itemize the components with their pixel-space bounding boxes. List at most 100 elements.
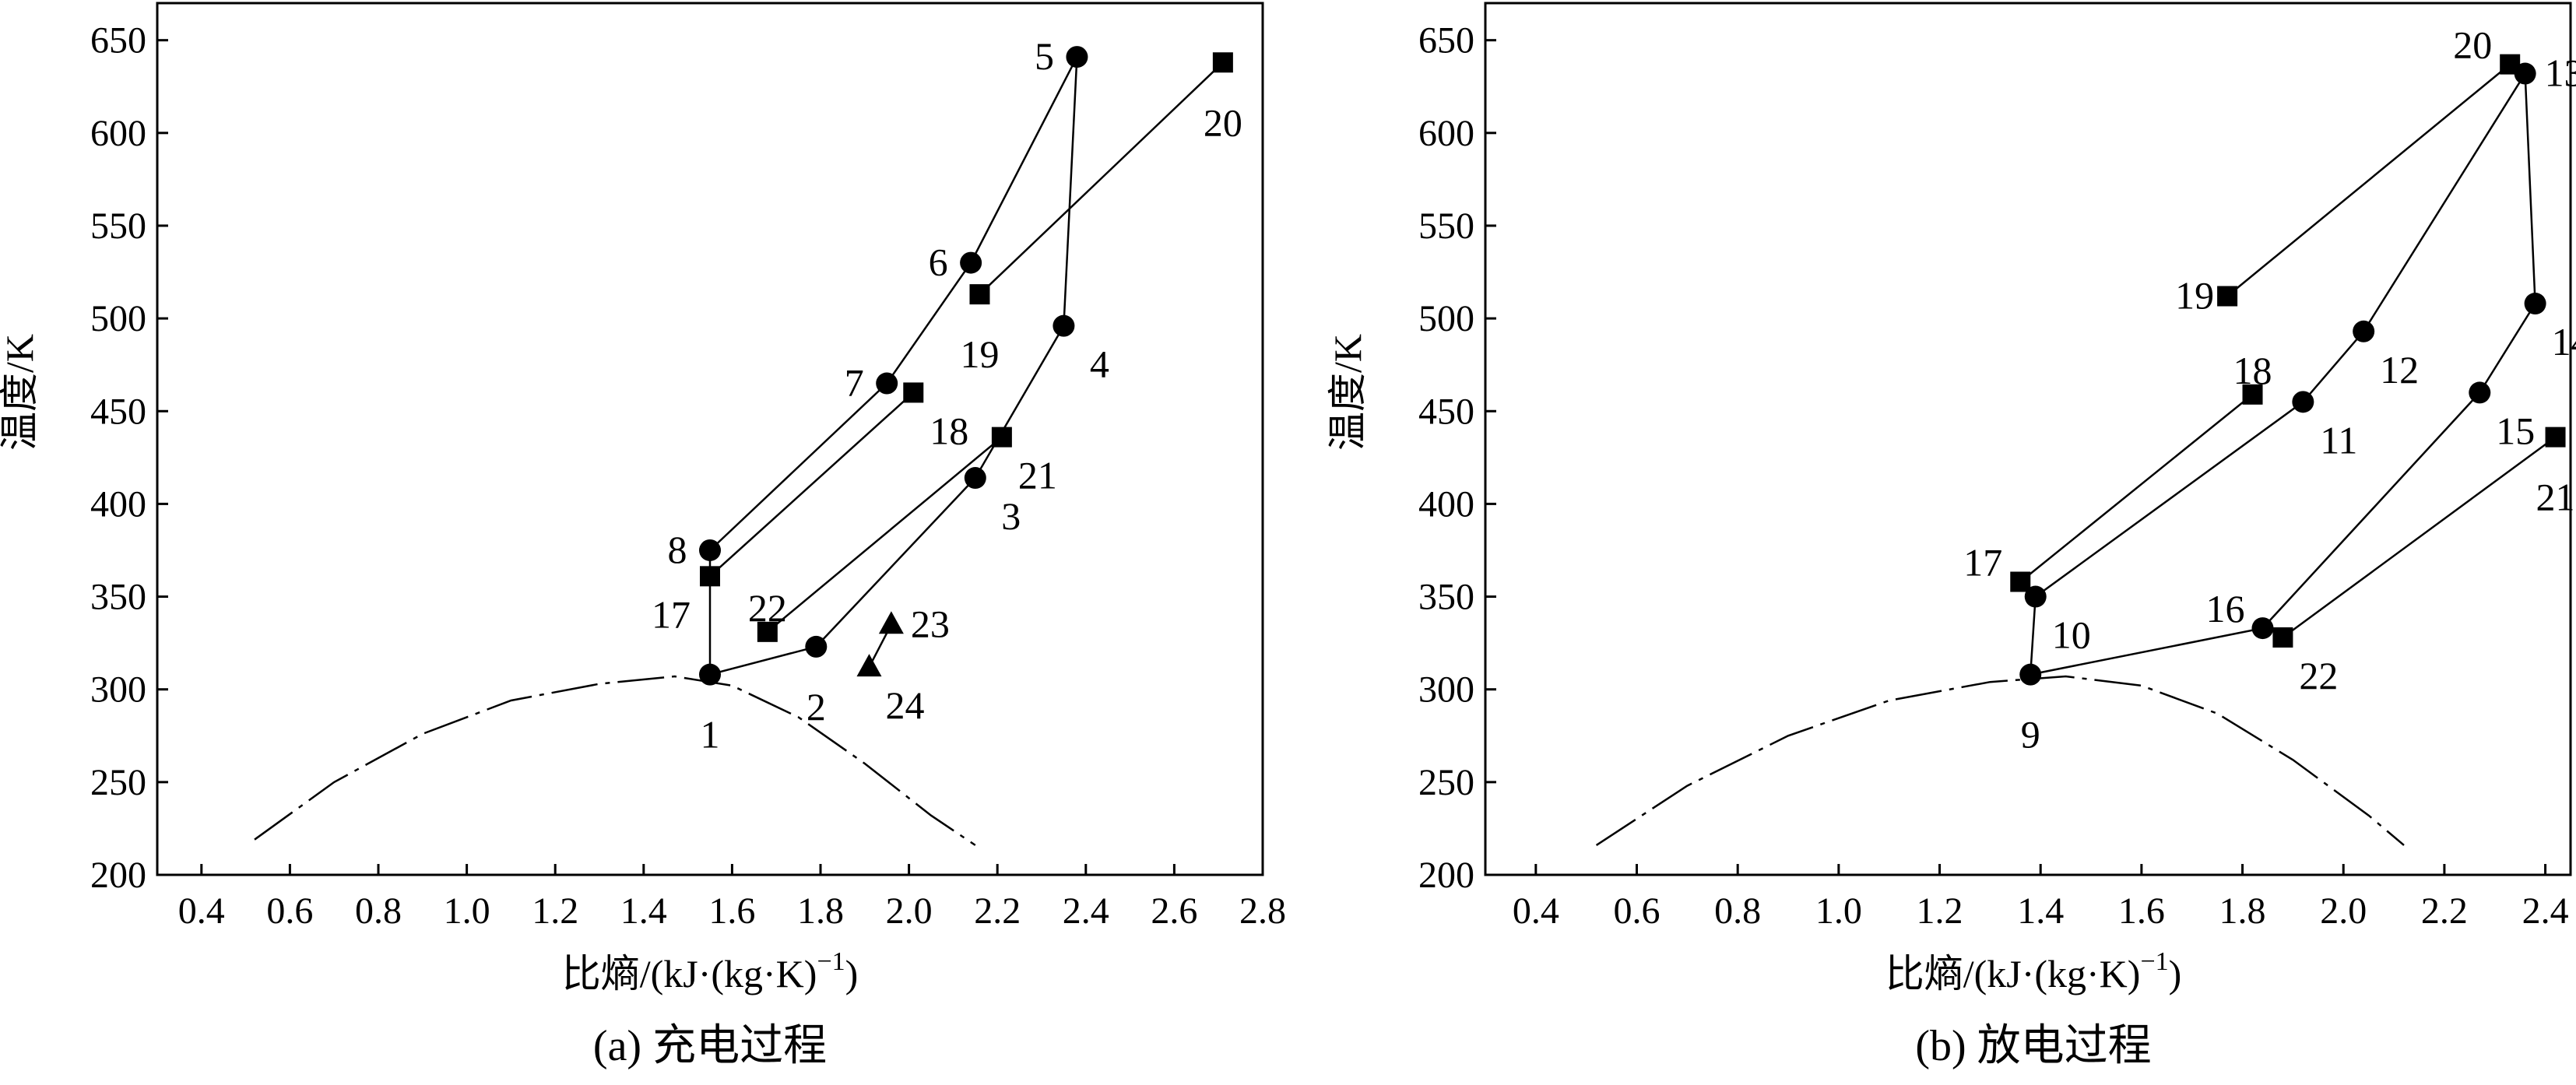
point-label-21: 21 bbox=[2536, 476, 2575, 519]
point-label-24: 24 bbox=[885, 683, 924, 727]
point-marker-22 bbox=[2272, 627, 2293, 648]
x-tick-label: 0.8 bbox=[355, 890, 402, 932]
x-tick-label: 2.6 bbox=[1151, 890, 1197, 932]
y-tick-label: 350 bbox=[90, 577, 146, 618]
x-axis-title: 比熵/(kJ·(kg·K)−1) bbox=[1885, 947, 2182, 995]
point-label-17: 17 bbox=[1963, 540, 2002, 584]
point-label-20: 20 bbox=[2453, 23, 2492, 67]
y-tick-label: 300 bbox=[1418, 669, 1474, 711]
x-axis-title-sup: −1 bbox=[2140, 947, 2168, 976]
point-label-6: 6 bbox=[929, 241, 948, 284]
x-tick-label: 1.6 bbox=[2118, 890, 2165, 932]
point-label-10: 10 bbox=[2052, 613, 2091, 657]
y-tick-label: 400 bbox=[90, 483, 146, 525]
y-tick-label: 550 bbox=[1418, 205, 1474, 247]
point-label-18: 18 bbox=[2233, 349, 2272, 392]
x-tick-label: 2.4 bbox=[2522, 890, 2569, 932]
x-tick-label: 1.2 bbox=[532, 890, 578, 932]
x-tick-label: 1.8 bbox=[2219, 890, 2266, 932]
point-marker-19 bbox=[969, 284, 990, 305]
chart-panel-a: 0.4 0.6 0.8 1.0 1.2 1.4 1.6 1.8 2.0 2.2 2.4 2.6 2.8 2… bbox=[0, 2, 1286, 1070]
y-tick-label: 600 bbox=[1418, 113, 1474, 154]
point-label-21: 21 bbox=[1018, 454, 1057, 497]
series-line bbox=[2282, 436, 2557, 639]
series-line bbox=[709, 392, 915, 578]
x-tick-label: 2.0 bbox=[2320, 890, 2367, 932]
series-line bbox=[979, 61, 1224, 296]
point-marker-15 bbox=[2469, 381, 2491, 404]
y-tick-label: 350 bbox=[1418, 577, 1474, 618]
point-label-1: 1 bbox=[701, 713, 720, 757]
y-tick-label: 450 bbox=[90, 391, 146, 432]
point-label-3: 3 bbox=[1001, 494, 1021, 538]
x-tick-label: 0.6 bbox=[266, 890, 313, 932]
x-axis-title-main: 比熵/(kJ·(kg·K) bbox=[562, 952, 817, 995]
point-marker-18 bbox=[903, 382, 924, 403]
x-tick-label: 2.0 bbox=[886, 890, 933, 932]
y-tick-label: 650 bbox=[1418, 20, 1474, 61]
point-marker-21 bbox=[991, 427, 1012, 448]
point-marker-9 bbox=[2019, 663, 2042, 686]
x-tick-label: 1.8 bbox=[797, 890, 844, 932]
point-label-16: 16 bbox=[2205, 587, 2244, 630]
y-tick-label: 550 bbox=[90, 205, 146, 247]
series-line bbox=[708, 56, 1078, 676]
x-axis-title-end: ) bbox=[845, 952, 859, 995]
point-label-13: 13 bbox=[2545, 51, 2576, 95]
point-marker-17 bbox=[2010, 571, 2031, 592]
point-label-17: 17 bbox=[652, 592, 691, 636]
point-label-20: 20 bbox=[1204, 100, 1242, 144]
point-label-8: 8 bbox=[668, 528, 687, 571]
y-tick-label: 450 bbox=[1418, 391, 1474, 432]
x-tick-label: 2.8 bbox=[1239, 890, 1286, 932]
y-tick-label: 500 bbox=[1418, 298, 1474, 339]
x-tick-label: 1.0 bbox=[1815, 890, 1862, 932]
point-marker-7 bbox=[876, 372, 898, 395]
point-marker-1 bbox=[699, 663, 721, 686]
x-tick-label: 2.4 bbox=[1063, 890, 1109, 932]
series-line bbox=[2226, 63, 2511, 297]
point-label-23: 23 bbox=[911, 602, 950, 645]
x-tick-label: 2.2 bbox=[2421, 890, 2468, 932]
y-tick-label: 300 bbox=[90, 669, 146, 711]
point-label-15: 15 bbox=[2496, 409, 2535, 452]
chart-panel-b: 0.4 0.6 0.8 1.0 1.2 1.4 1.6 1.8 2.0 2.2 2.4 200 250 3… bbox=[1326, 2, 2576, 1070]
y-tick-label: 200 bbox=[90, 855, 146, 896]
series-line bbox=[2029, 70, 2536, 676]
y-tick-label: 250 bbox=[1418, 762, 1474, 803]
point-label-2: 2 bbox=[807, 685, 826, 729]
y-tick-label: 650 bbox=[90, 20, 146, 61]
x-tick-label: 1.4 bbox=[620, 890, 667, 932]
y-axis-title: 温度/K bbox=[1326, 334, 1369, 451]
point-label-22: 22 bbox=[2299, 654, 2338, 697]
point-marker-17 bbox=[700, 566, 720, 587]
plot-frame bbox=[1484, 2, 2572, 876]
point-marker-3 bbox=[964, 467, 986, 490]
point-label-12: 12 bbox=[2380, 348, 2419, 392]
point-marker-8 bbox=[699, 539, 721, 561]
x-tick-label: 2.2 bbox=[974, 890, 1021, 932]
y-tick-label: 600 bbox=[90, 113, 146, 154]
point-marker-22 bbox=[757, 621, 778, 642]
point-marker-20 bbox=[2500, 54, 2521, 75]
y-tick-label: 250 bbox=[90, 762, 146, 803]
x-tick-label: 1.4 bbox=[2017, 890, 2064, 932]
plot-frame bbox=[156, 2, 1264, 876]
x-tick-label: 1.6 bbox=[708, 890, 755, 932]
y-tick-label: 200 bbox=[1418, 855, 1474, 896]
point-marker-4 bbox=[1053, 314, 1075, 337]
x-tick-label: 0.8 bbox=[1714, 890, 1761, 932]
point-marker-12 bbox=[2353, 320, 2375, 342]
point-marker-24 bbox=[856, 654, 882, 677]
point-marker-23 bbox=[878, 611, 904, 634]
panel-caption: (a) 充电过程 bbox=[593, 1022, 827, 1070]
saturation-curve bbox=[1595, 675, 2405, 846]
point-marker-14 bbox=[2524, 293, 2546, 315]
point-label-18: 18 bbox=[930, 409, 968, 452]
point-marker-21 bbox=[2545, 427, 2566, 448]
x-tick-label: 0.4 bbox=[178, 890, 225, 932]
saturation-curve bbox=[254, 675, 976, 846]
point-marker-2 bbox=[805, 635, 828, 658]
point-label-11: 11 bbox=[2320, 418, 2357, 462]
x-axis-title: 比熵/(kJ·(kg·K)−1) bbox=[562, 947, 859, 995]
